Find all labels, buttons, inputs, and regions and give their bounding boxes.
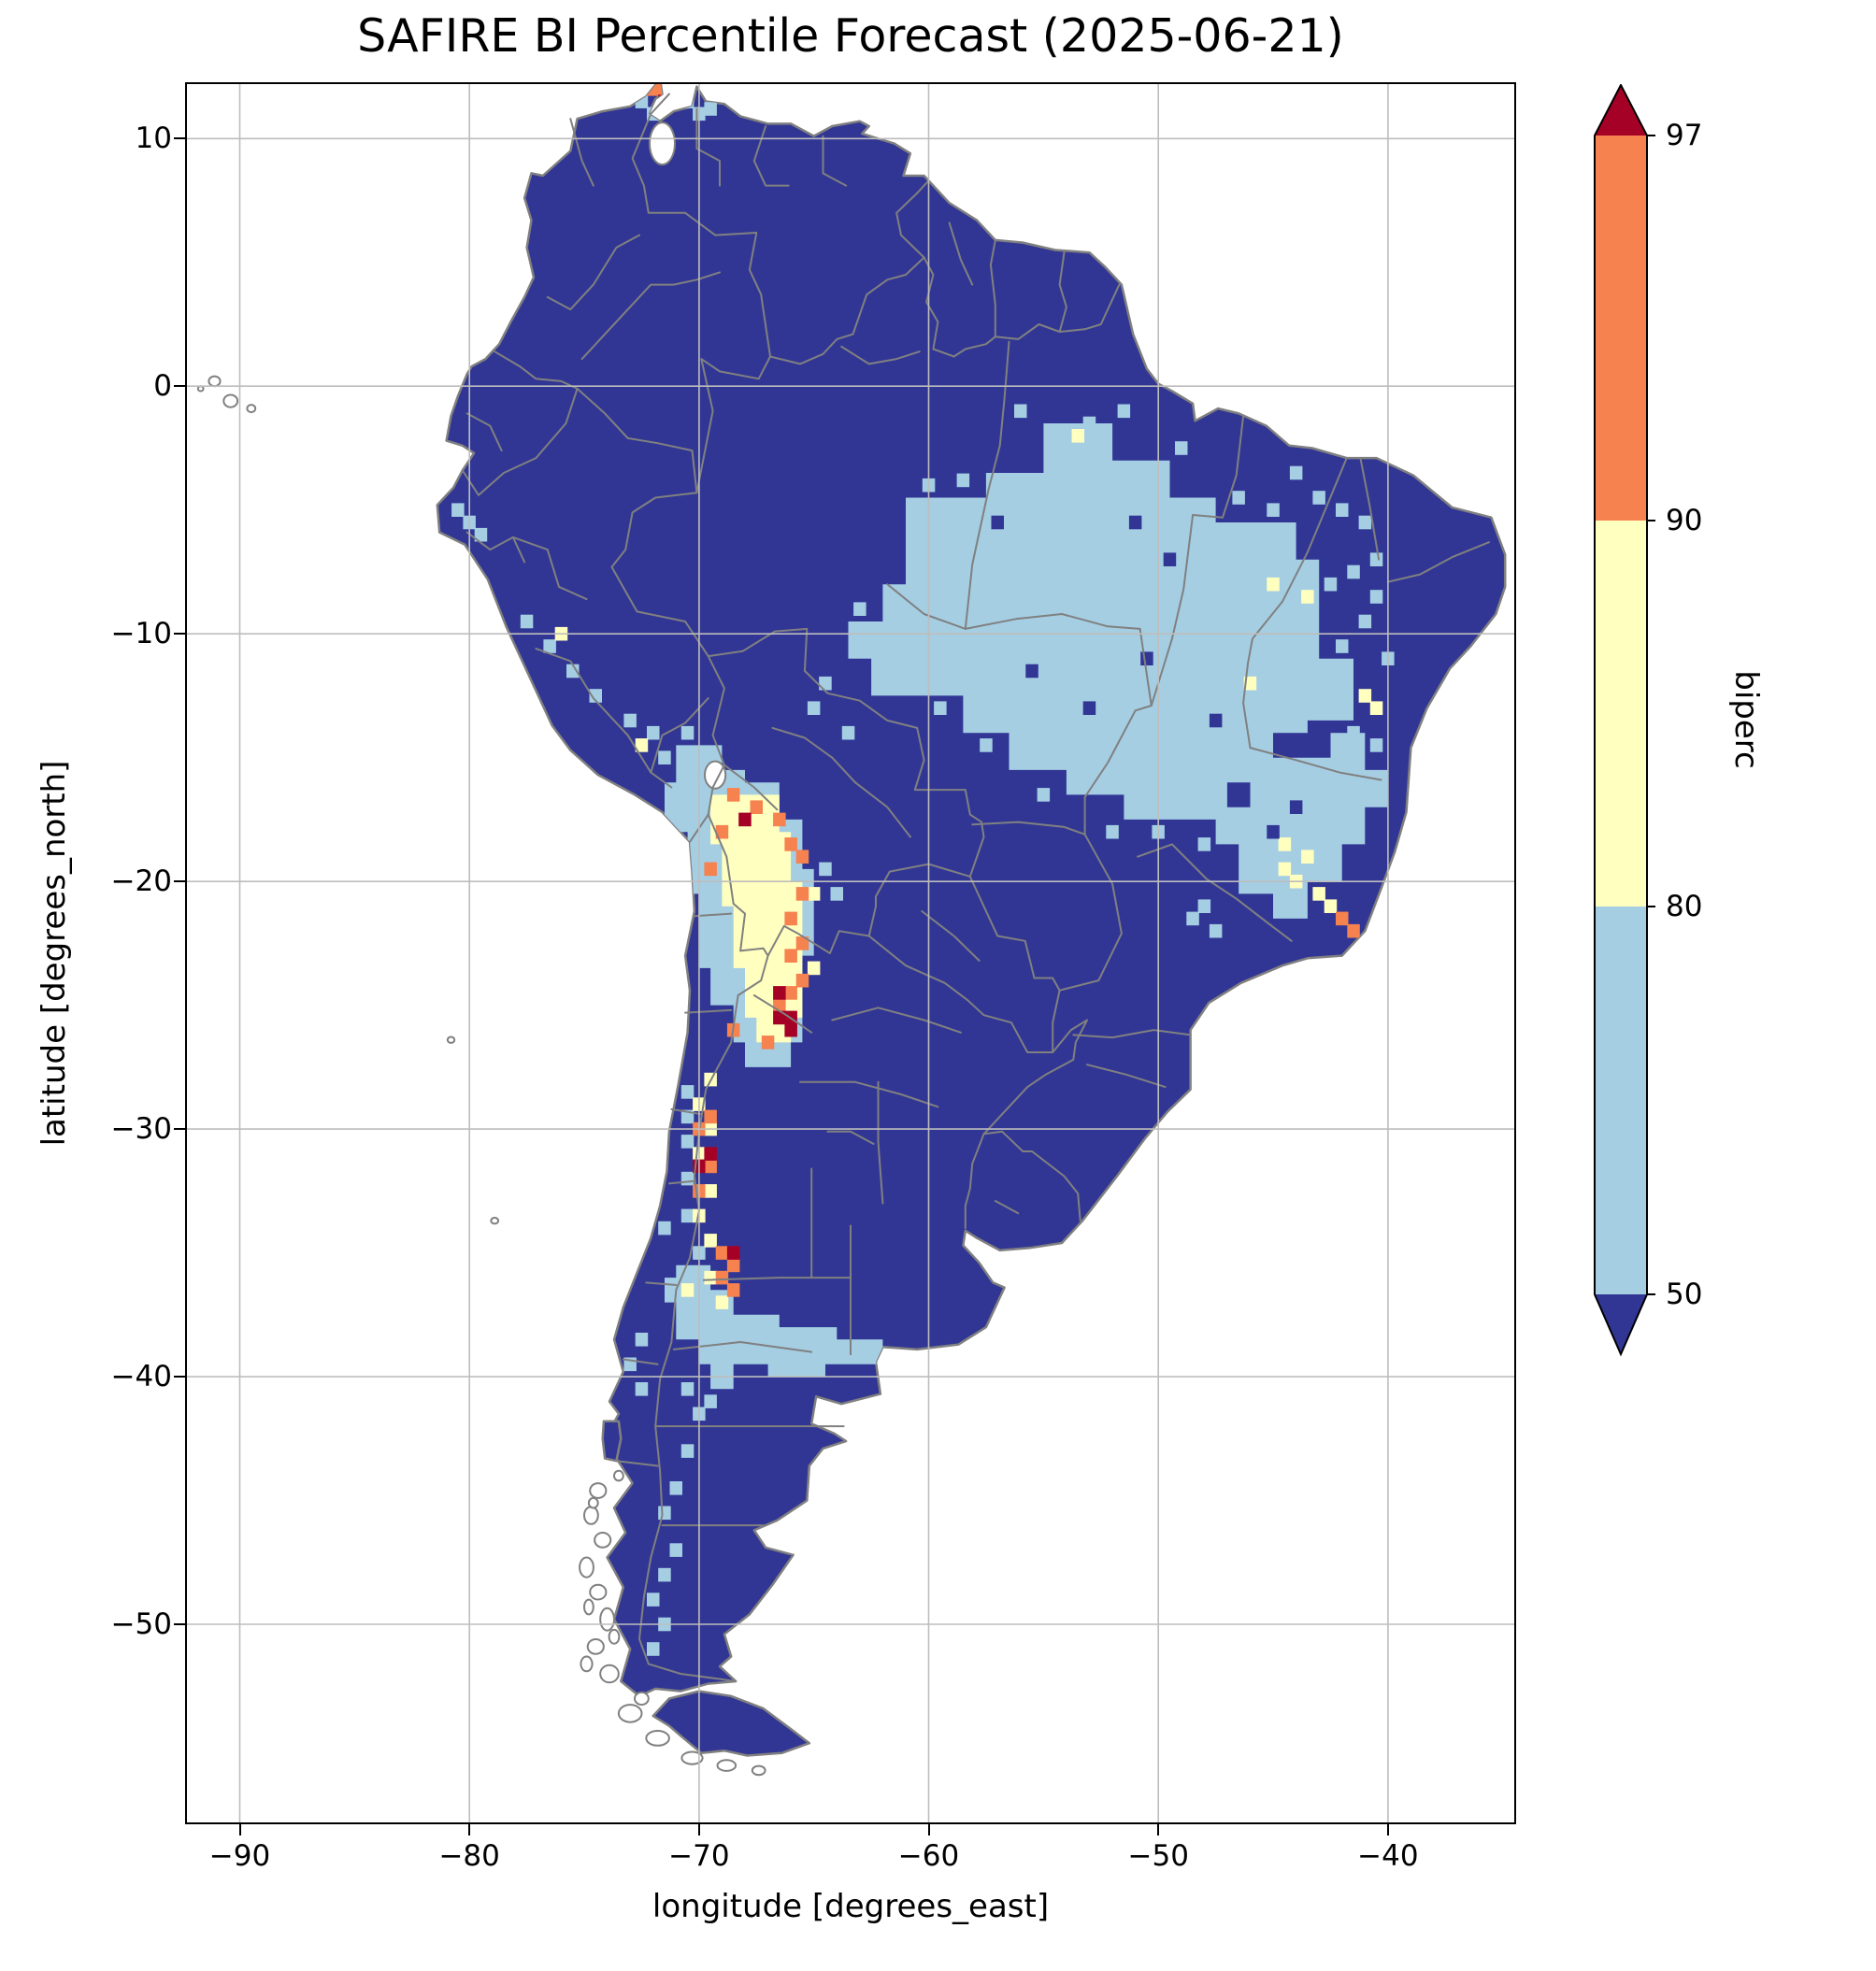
y-tick-label: −30 bbox=[110, 1112, 172, 1147]
colorbar-tick-label: 90 bbox=[1666, 504, 1703, 537]
y-tick-mark bbox=[174, 1623, 185, 1626]
y-axis-label: latitude [degrees_north] bbox=[36, 760, 73, 1147]
map-plot bbox=[187, 84, 1514, 1822]
data-layer bbox=[451, 84, 1395, 1656]
x-tick-label: −60 bbox=[897, 1839, 960, 1873]
x-tick-mark bbox=[1157, 1824, 1160, 1835]
lake-layer bbox=[649, 121, 727, 790]
colorbar-tick-label: 80 bbox=[1666, 890, 1703, 923]
y-tick-mark bbox=[174, 880, 185, 883]
x-tick-mark bbox=[927, 1824, 930, 1835]
x-tick-mark bbox=[238, 1824, 241, 1835]
border-layer bbox=[461, 93, 1490, 1682]
x-tick-mark bbox=[1386, 1824, 1389, 1835]
colorbar-label: biperc bbox=[1727, 670, 1765, 769]
x-tick-mark bbox=[697, 1824, 700, 1835]
y-tick-mark bbox=[174, 633, 185, 636]
x-tick-label: −90 bbox=[208, 1839, 271, 1873]
colorbar-tick-label: 50 bbox=[1666, 1278, 1703, 1311]
y-tick-label: −50 bbox=[110, 1607, 172, 1642]
x-tick-label: −70 bbox=[668, 1839, 730, 1873]
y-tick-label: 10 bbox=[135, 121, 172, 156]
plot-title: SAFIRE BI Percentile Forecast (2025-06-2… bbox=[357, 9, 1344, 63]
y-tick-mark bbox=[174, 385, 185, 388]
y-tick-label: −20 bbox=[110, 864, 172, 899]
colorbar-svg bbox=[1594, 84, 1655, 1357]
x-tick-label: −40 bbox=[1357, 1839, 1419, 1873]
y-tick-label: −40 bbox=[110, 1360, 172, 1394]
y-tick-mark bbox=[174, 1128, 185, 1131]
colorbar-tick-label: 97 bbox=[1666, 119, 1703, 152]
y-tick-mark bbox=[174, 1376, 185, 1378]
x-tick-label: −80 bbox=[438, 1839, 500, 1873]
y-tick-mark bbox=[174, 137, 185, 140]
y-tick-label: 0 bbox=[153, 369, 172, 404]
y-tick-label: −10 bbox=[110, 617, 172, 651]
x-axis-label: longitude [degrees_east] bbox=[652, 1888, 1050, 1925]
gridline-layer bbox=[187, 84, 1514, 1822]
x-tick-mark bbox=[468, 1824, 471, 1835]
x-tick-label: −50 bbox=[1127, 1839, 1189, 1873]
